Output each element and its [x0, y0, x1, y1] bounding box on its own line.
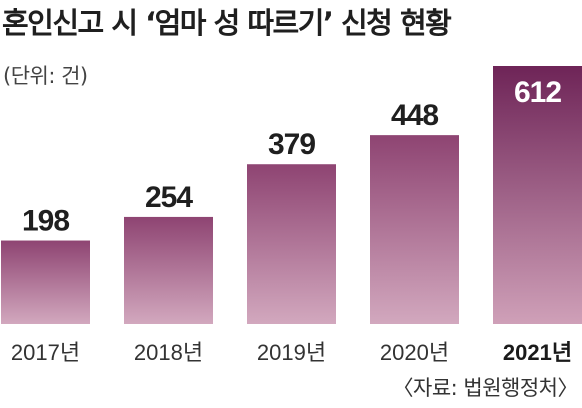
x-tick-label-2019년: 2019년 — [257, 340, 326, 365]
bar-2021년 — [493, 66, 582, 324]
bar-2020년 — [370, 135, 459, 324]
value-label-2021년: 612 — [514, 76, 561, 109]
chart-title: 혼인신고 시 ‘엄마 성 따르기’ 신청 현황 — [2, 6, 452, 40]
unit-label: (단위: 건) — [3, 64, 88, 88]
source-note: 〈자료: 법원행정처〉 — [392, 376, 579, 400]
bar-2019년 — [247, 164, 336, 324]
value-label-2017년: 198 — [22, 205, 69, 238]
x-tick-label-2017년: 2017년 — [11, 340, 80, 365]
bar-2018년 — [124, 216, 213, 324]
bar-2017년 — [1, 240, 90, 324]
value-label-2019년: 379 — [268, 128, 315, 161]
value-label-2018년: 254 — [145, 181, 193, 214]
x-tick-label-2020년: 2020년 — [380, 340, 449, 365]
x-tick-label-2018년: 2018년 — [134, 340, 203, 365]
value-label-2020년: 448 — [391, 99, 438, 132]
x-tick-label-2021년: 2021년 — [503, 340, 572, 365]
